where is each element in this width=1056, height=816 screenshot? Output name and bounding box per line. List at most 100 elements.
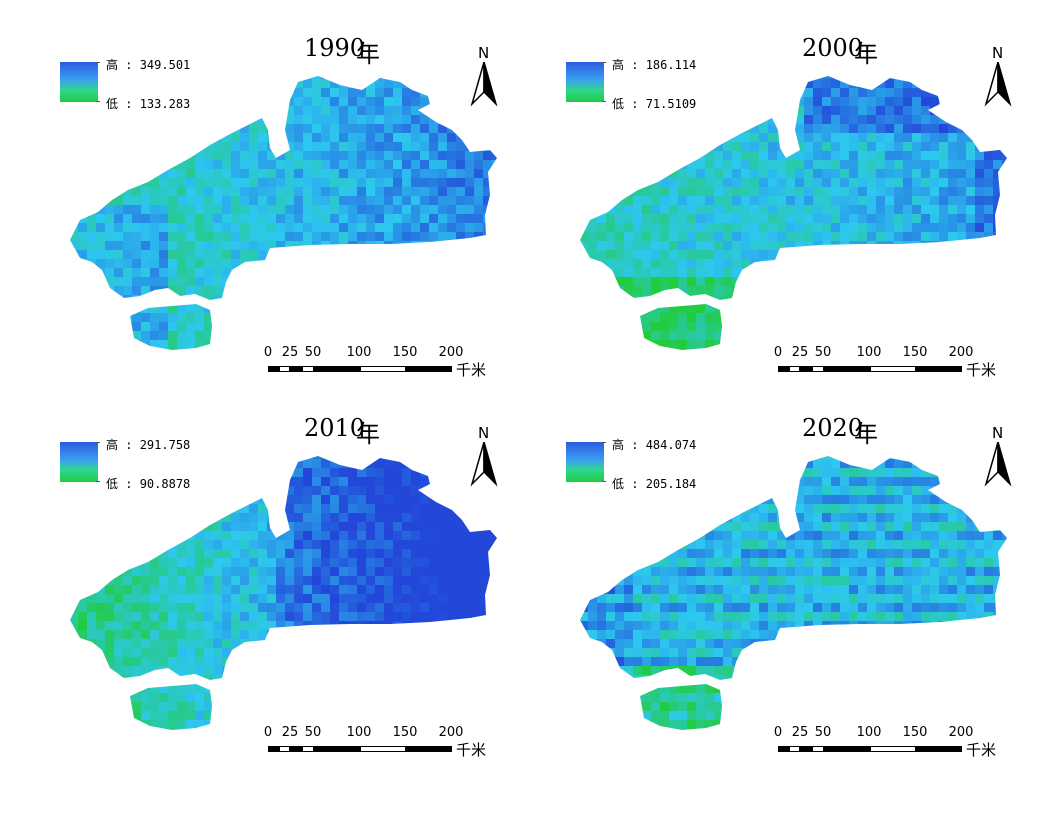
legend-low-row: 低 : 71.5109 — [612, 97, 697, 111]
north-arrow-icon: N — [982, 424, 1014, 488]
scale-bar-segment — [314, 746, 360, 752]
scale-bar-segment — [824, 366, 870, 372]
scale-bar — [778, 746, 962, 754]
north-arrow-shape — [470, 62, 498, 107]
scale-tick-label: 200 — [438, 725, 464, 740]
scale-bar-segment — [406, 366, 452, 372]
legend-low-row: 低 : 133.283 — [106, 97, 191, 111]
scale-bar-labels: 0 25 50 100 150 200 — [262, 345, 472, 361]
scale-bar-segment — [279, 366, 290, 372]
scale-tick-label: 50 — [304, 345, 322, 360]
legend-color-ramp — [566, 62, 604, 102]
scale-bar — [268, 746, 452, 754]
north-arrow-icon: N — [468, 44, 500, 108]
legend-high-value: 349.501 — [139, 58, 191, 72]
legend-high-row: 高 : 291.758 — [106, 438, 191, 452]
scale-bar-segment — [302, 746, 314, 752]
scale-tick-label: 200 — [948, 725, 974, 740]
legend-high-label: 高 — [106, 58, 119, 72]
color-legend: 高 : 484.074 低 : 205.184 — [564, 432, 744, 496]
legend-high-value: 186.114 — [645, 58, 697, 72]
north-label: N — [478, 44, 490, 62]
scale-tick-label: 100 — [346, 345, 372, 360]
legend-high-label: 高 — [612, 58, 625, 72]
scale-unit-label: 千米 — [456, 361, 487, 379]
legend-tick-high — [602, 442, 606, 443]
scale-bar-segment — [290, 746, 302, 752]
north-label: N — [992, 424, 1004, 442]
scale-bar-segment — [360, 746, 406, 752]
legend-low-row: 低 : 90.8878 — [106, 477, 191, 491]
scale-tick-label: 150 — [392, 345, 418, 360]
scale-tick-label: 150 — [902, 345, 928, 360]
scale-bar-segment — [279, 746, 290, 752]
scale-bar-segment — [290, 366, 302, 372]
region-raster-map — [70, 76, 497, 350]
legend-tick-high — [96, 62, 100, 63]
color-legend: 高 : 291.758 低 : 90.8878 — [58, 432, 238, 496]
legend-high-value: 484.074 — [645, 438, 697, 452]
legend-color-ramp — [566, 442, 604, 482]
legend-low-value: 133.283 — [139, 97, 191, 111]
map-panel-2020: 2020 年高 : 484.074 低 : 205.184 N 0 25 50 100 150 2… — [510, 380, 1038, 759]
legend-low-row: 低 : 205.184 — [612, 477, 697, 491]
legend-high-row: 高 : 484.074 — [612, 438, 697, 452]
scale-bar-segment — [824, 746, 870, 752]
north-arrow-icon: N — [468, 424, 500, 488]
scale-bar-segment — [800, 366, 812, 372]
scale-bar-segment — [870, 366, 916, 372]
scale-unit-label: 千米 — [966, 741, 997, 759]
scale-tick-label: 50 — [814, 345, 832, 360]
legend-tick-low — [96, 101, 100, 102]
scale-tick-label: 50 — [814, 725, 832, 740]
scale-tick-label: 25 — [791, 345, 809, 360]
legend-low-label: 低 — [612, 477, 625, 491]
legend-low-value: 71.5109 — [645, 97, 697, 111]
map-panel-1990: 1990 年高 : 349.501 低 : 133.283 N 0 25 50 100 150 2… — [0, 0, 528, 379]
legend-tick-low — [602, 101, 606, 102]
scale-bar-segment — [916, 746, 962, 752]
scale-unit-label: 千米 — [966, 361, 997, 379]
north-arrow-icon: N — [982, 44, 1014, 108]
scale-bar — [268, 366, 452, 374]
scale-bar-labels: 0 25 50 100 150 200 — [772, 725, 982, 741]
scale-bar-segment — [812, 746, 824, 752]
scale-bar — [778, 366, 962, 374]
scale-bar-labels: 0 25 50 100 150 200 — [262, 725, 472, 741]
legend-high-value: 291.758 — [139, 438, 191, 452]
scale-tick-label: 100 — [346, 725, 372, 740]
region-raster-map — [580, 456, 1007, 730]
scale-bar-labels: 0 25 50 100 150 200 — [772, 345, 982, 361]
legend-high-row: 高 : 349.501 — [106, 58, 191, 72]
scale-tick-label: 0 — [263, 725, 273, 740]
legend-color-ramp — [60, 62, 98, 102]
legend-high-label: 高 — [106, 438, 119, 452]
scale-tick-label: 0 — [773, 725, 783, 740]
scale-bar-segment — [314, 366, 360, 372]
scale-tick-label: 150 — [392, 725, 418, 740]
north-label: N — [992, 44, 1004, 62]
legend-tick-high — [602, 62, 606, 63]
scale-bar-segment — [789, 366, 800, 372]
scale-tick-label: 100 — [856, 345, 882, 360]
scale-tick-label: 150 — [902, 725, 928, 740]
legend-color-ramp — [60, 442, 98, 482]
scale-bar-segment — [268, 746, 279, 752]
scale-bar-segment — [302, 366, 314, 372]
legend-high-label: 高 — [612, 438, 625, 452]
north-arrow-shape — [984, 62, 1012, 107]
north-label: N — [478, 424, 490, 442]
scale-tick-label: 0 — [773, 345, 783, 360]
legend-low-label: 低 — [612, 97, 625, 111]
region-raster-map — [580, 76, 1007, 350]
scale-tick-label: 50 — [304, 725, 322, 740]
scale-tick-label: 200 — [438, 345, 464, 360]
color-legend: 高 : 349.501 低 : 133.283 — [58, 52, 238, 116]
scale-tick-label: 25 — [281, 345, 299, 360]
north-arrow-shape — [984, 442, 1012, 487]
scale-tick-label: 0 — [263, 345, 273, 360]
scale-bar-segment — [789, 746, 800, 752]
legend-low-label: 低 — [106, 97, 119, 111]
scale-bar-segment — [800, 746, 812, 752]
legend-low-label: 低 — [106, 477, 119, 491]
